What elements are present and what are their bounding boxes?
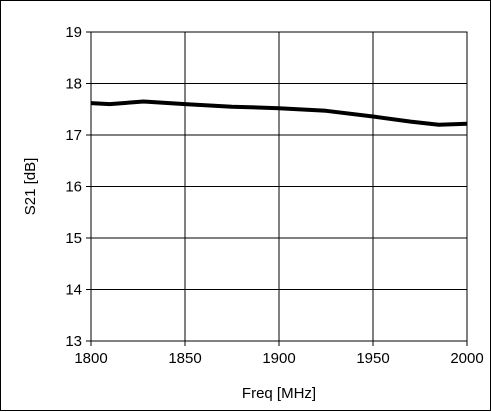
y-tick-label: 15 xyxy=(65,230,82,247)
x-tick-label: 1900 xyxy=(262,350,295,367)
x-tick-label: 1850 xyxy=(168,350,201,367)
x-tick-label: 2000 xyxy=(450,350,483,367)
y-tick-label: 17 xyxy=(65,127,82,144)
y-tick-label: 16 xyxy=(65,179,82,196)
y-axis-title: S21 [dB] xyxy=(22,158,39,216)
x-tick-label: 1800 xyxy=(74,350,107,367)
x-tick-label: 1950 xyxy=(356,350,389,367)
y-tick-label: 19 xyxy=(65,24,82,41)
x-axis-title: Freq [MHz] xyxy=(242,385,316,402)
series-line xyxy=(90,99,468,127)
x-tick-labels: 1800 1850 1900 1950 2000 xyxy=(74,350,483,367)
y-tick-label: 14 xyxy=(65,282,82,299)
gridlines xyxy=(91,32,467,341)
y-tick-labels: 13 14 15 16 17 18 19 xyxy=(65,24,82,350)
y-tick-label: 18 xyxy=(65,76,82,93)
y-tick-label: 13 xyxy=(65,333,82,350)
tick-marks xyxy=(86,31,468,346)
series-group xyxy=(90,99,468,127)
